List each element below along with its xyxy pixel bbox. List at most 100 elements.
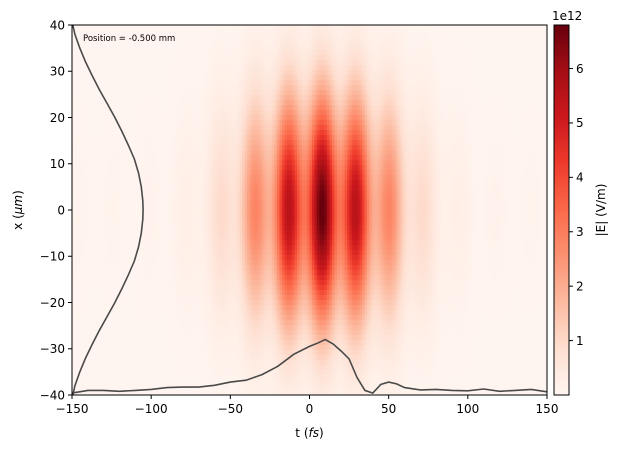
heatmap-cell [137,40,141,46]
heatmap-cell [392,50,396,56]
heatmap-cell [247,120,251,126]
heatmap-cell [72,50,76,56]
heatmap-cell [302,120,306,126]
heatmap-cell [72,40,76,46]
heatmap-cell [217,120,221,126]
heatmap-cell [84,35,88,41]
heatmap-cell [112,95,116,101]
heatmap-cell [127,80,131,86]
heatmap-cell [444,60,448,66]
heatmap-cell [524,75,528,81]
heatmap-cell [272,85,276,91]
heatmap-cell [422,120,426,126]
heatmap-cell [472,85,476,91]
heatmap-cell [264,45,268,51]
heatmap-cell [224,55,228,61]
heatmap-cell [134,65,138,71]
heatmap-cell [542,65,546,71]
heatmap-cell [184,30,188,36]
heatmap-cell [227,45,231,51]
heatmap-cell [297,35,301,41]
heatmap-cell [524,70,528,76]
heatmap-cell [539,35,543,41]
heatmap-cell [389,105,393,111]
heatmap-cell [534,55,538,61]
heatmap-cell [474,120,478,126]
heatmap-cell [162,30,166,36]
heatmap-cell [519,115,523,121]
heatmap-cell [199,100,203,106]
heatmap-cell [492,85,496,91]
heatmap-cell [439,105,443,111]
heatmap-cell [169,25,173,31]
heatmap-cell [164,35,168,41]
heatmap-cell [189,25,193,31]
heatmap-cell [122,120,126,126]
heatmap-cell [177,75,181,81]
heatmap-cell [294,65,298,71]
heatmap-cell [329,40,333,46]
heatmap-cell [142,75,146,81]
heatmap-cell [192,75,196,81]
heatmap-cell [239,25,243,31]
heatmap-cell [534,45,538,51]
heatmap-cell [132,90,136,96]
heatmap-cell [329,55,333,61]
heatmap-cell [404,30,408,36]
heatmap-cell [79,120,83,126]
heatmap-cell [387,75,391,81]
heatmap-cell [197,90,201,96]
heatmap-cell [239,95,243,101]
heatmap-cell [417,80,421,86]
heatmap-cell [459,25,463,31]
heatmap-cell [302,70,306,76]
heatmap-cell [189,90,193,96]
heatmap-cell [297,70,301,76]
heatmap-cell [502,30,506,36]
heatmap-cell [427,95,431,101]
heatmap-cell [72,70,76,76]
heatmap-cell [209,120,213,126]
heatmap-cell [319,45,323,51]
heatmap-cell [322,90,326,96]
heatmap-cell [74,110,78,116]
heatmap-cell [142,40,146,46]
heatmap-cell [522,30,526,36]
heatmap-cell [82,90,86,96]
heatmap-cell [379,25,383,31]
heatmap-cell [162,50,166,56]
heatmap-cell [127,55,131,61]
heatmap-cell [92,30,96,36]
heatmap-cell [289,30,293,36]
heatmap-cell [509,65,513,71]
heatmap-cell [452,95,456,101]
heatmap-cell [394,80,398,86]
heatmap-cell [472,95,476,101]
heatmap-cell [369,115,373,121]
heatmap-cell [514,85,518,91]
heatmap-cell [224,30,228,36]
heatmap-cell [202,25,206,31]
heatmap-cell [517,55,521,61]
heatmap-cell [487,100,491,106]
heatmap-cell [87,120,91,126]
heatmap-cell [449,80,453,86]
heatmap-cell [319,40,323,46]
heatmap-cell [362,75,366,81]
heatmap-cell [344,60,348,66]
heatmap-cell [189,75,193,81]
heatmap-cell [367,90,371,96]
heatmap-cell [107,120,111,126]
heatmap-cell [359,115,363,121]
heatmap-cell [502,110,506,116]
heatmap-cell [74,80,78,86]
heatmap-cell [494,30,498,36]
heatmap-cell [529,120,533,126]
heatmap-cell [319,100,323,106]
heatmap-cell [499,35,503,41]
heatmap-cell [272,115,276,121]
heatmap-cell [387,40,391,46]
heatmap-cell [429,75,433,81]
heatmap-cell [439,80,443,86]
heatmap-cell [514,40,518,46]
